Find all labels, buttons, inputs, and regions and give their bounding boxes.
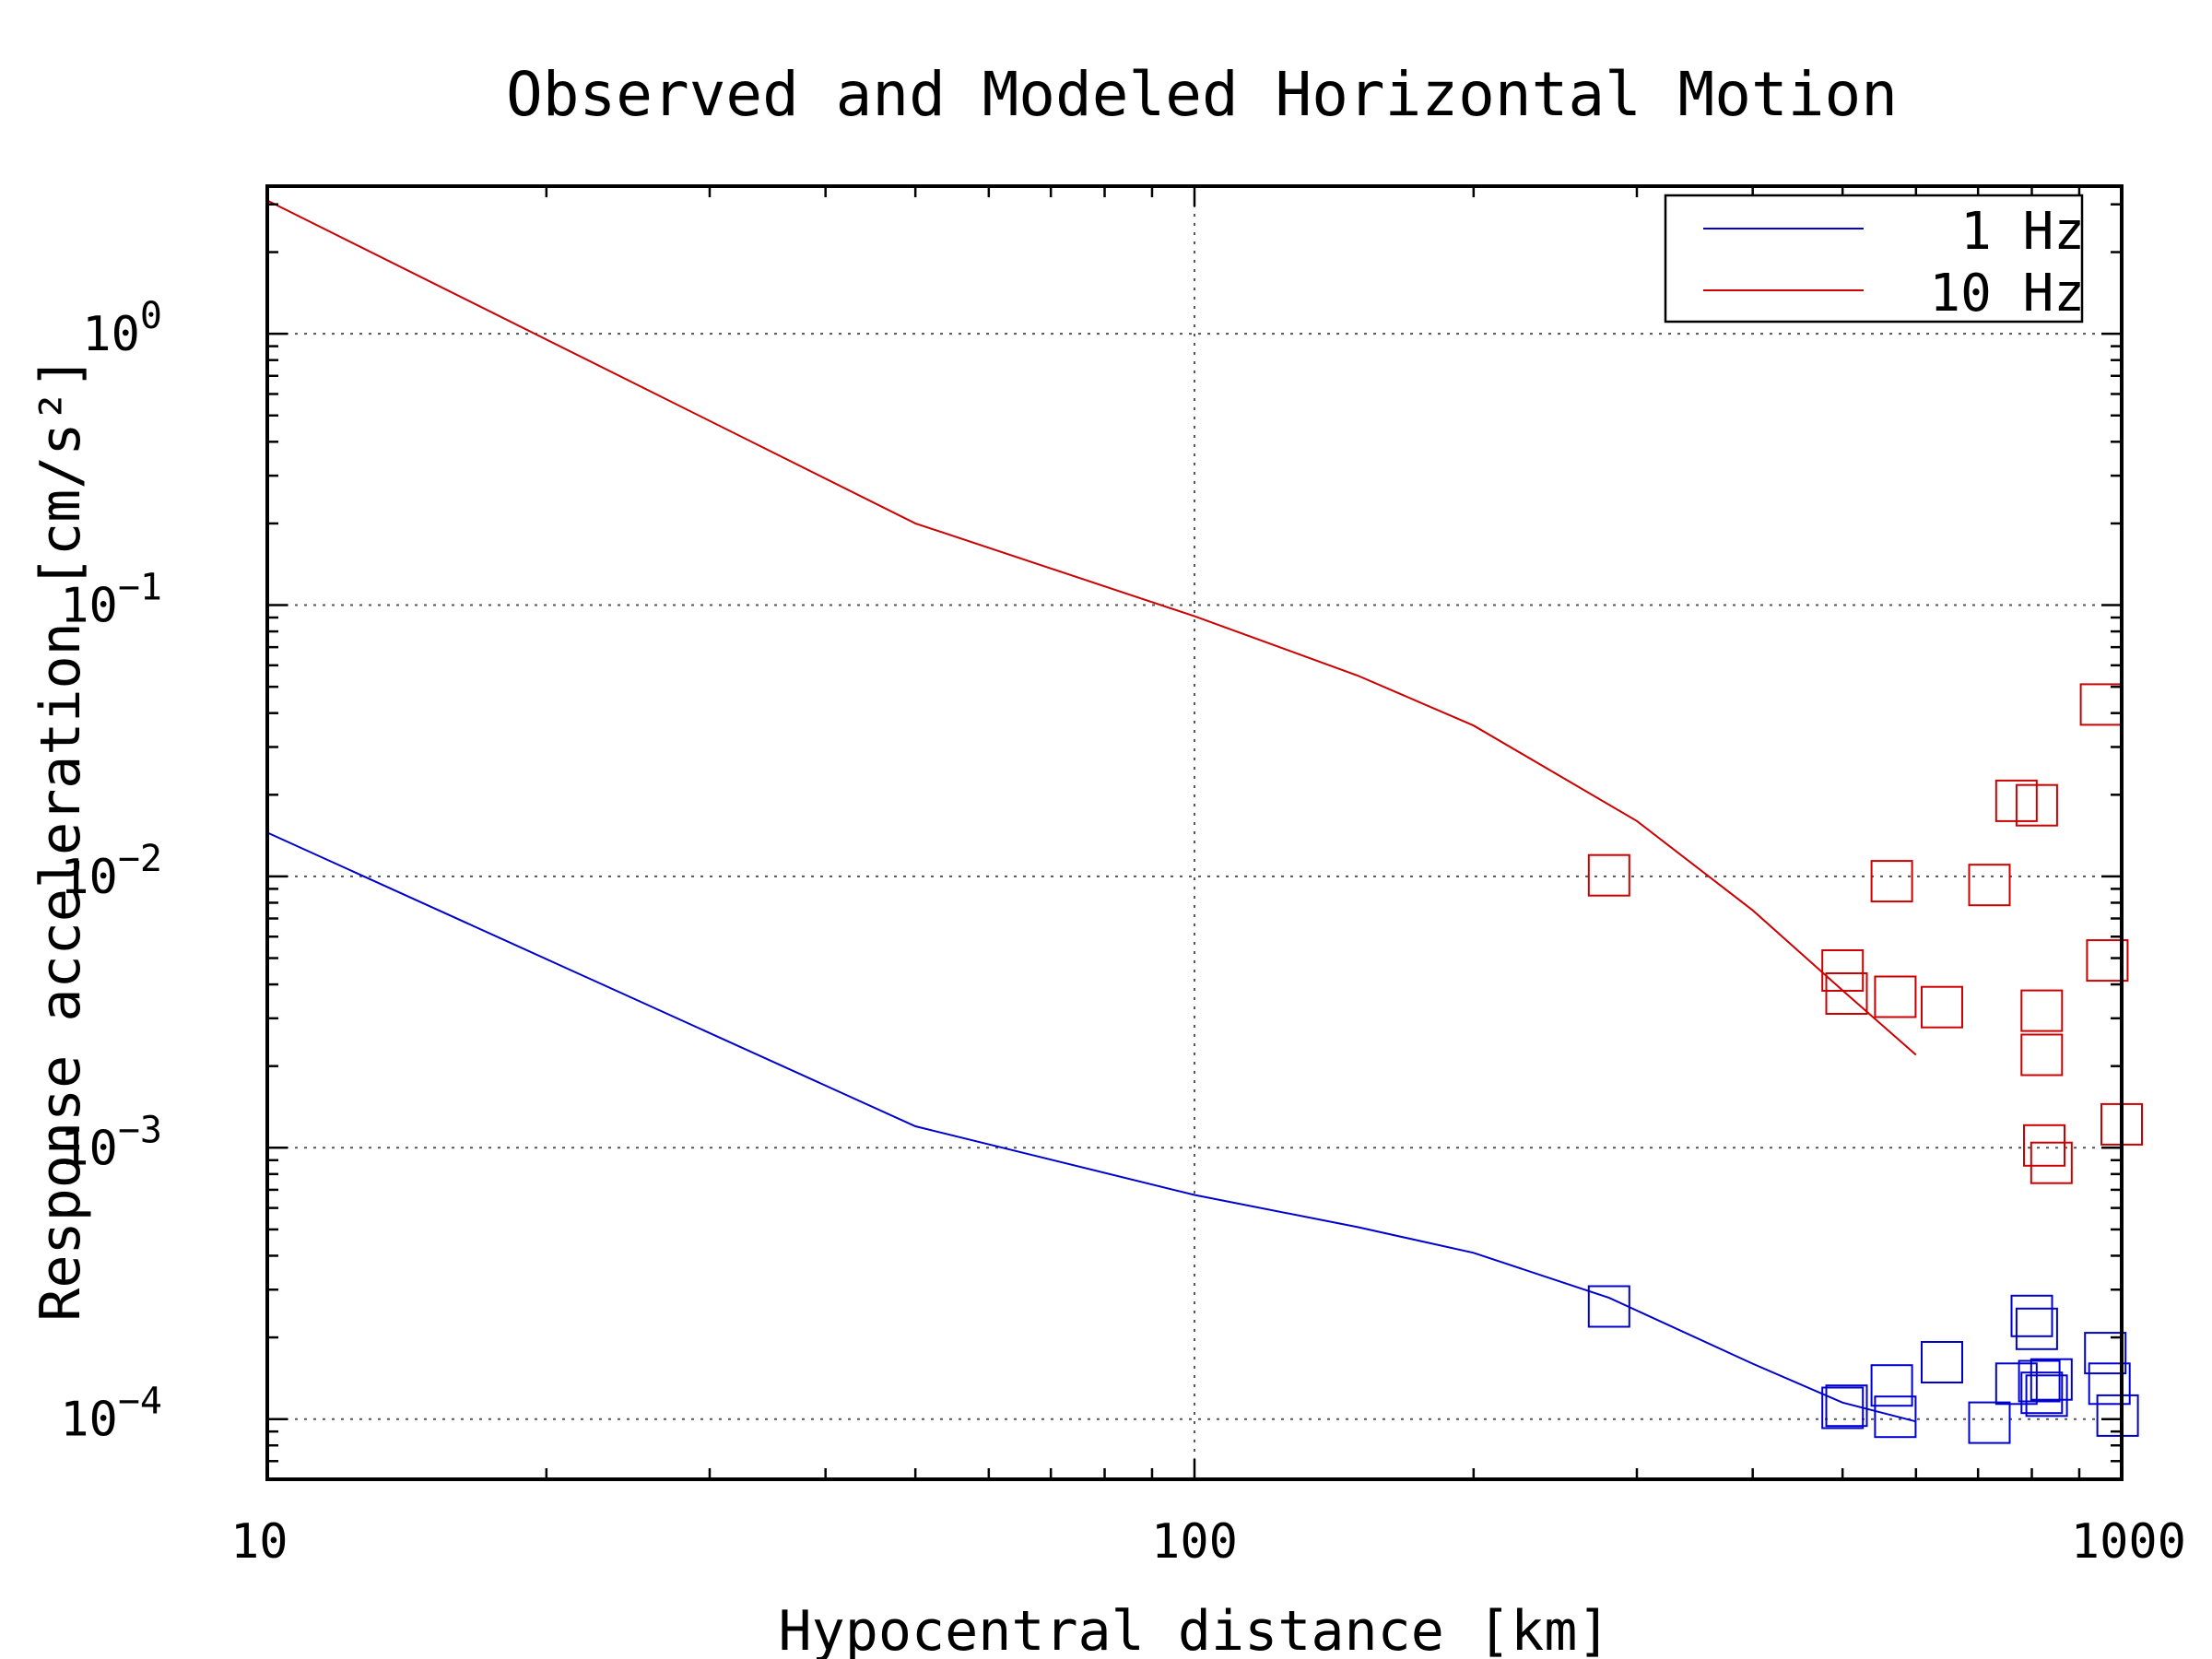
y-tick-label: 10−4	[60, 1381, 162, 1448]
observed-point-10hz	[1870, 860, 1913, 903]
observed-point-10hz	[1825, 972, 1868, 1015]
observed-point-10hz	[2020, 989, 2064, 1032]
observed-point-1hz	[2025, 1374, 2068, 1418]
x-tick-label: 100	[1151, 1514, 1238, 1570]
y-tick-label: 10−1	[60, 567, 162, 634]
observed-point-1hz	[2084, 1332, 2127, 1375]
observed-point-10hz	[2086, 939, 2129, 982]
plot-series	[266, 199, 2143, 1444]
chart-title: Observed and Modeled Horizontal Motion	[506, 59, 1898, 130]
observed-point-10hz	[1968, 864, 2011, 907]
series-10hz	[266, 199, 2143, 1184]
observed-point-1hz	[2088, 1362, 2131, 1406]
observed-point-1hz	[1825, 1384, 1868, 1428]
observed-point-10hz	[1874, 975, 1917, 1018]
legend-label-10hz: 10 Hz	[1929, 264, 2085, 324]
observed-point-1hz	[2020, 1371, 2064, 1415]
observed-point-10hz	[2015, 783, 2058, 827]
observed-point-10hz	[2030, 1141, 2073, 1184]
legend: 1 Hz 10 Hz	[1664, 194, 2085, 324]
legend-label-1hz: 1 Hz	[1960, 202, 2085, 262]
observed-point-1hz	[2010, 1294, 2053, 1337]
observed-point-1hz	[1821, 1386, 1865, 1430]
observed-point-1hz	[1968, 1401, 2011, 1444]
observed-point-1hz	[1921, 1341, 1963, 1383]
observed-point-1hz	[2030, 1358, 2073, 1401]
observed-point-1hz	[2096, 1394, 2139, 1437]
observed-point-10hz	[1921, 985, 1963, 1029]
observed-point-1hz	[1994, 1362, 2038, 1406]
grid-lines	[267, 186, 2122, 1479]
observed-point-1hz	[1587, 1285, 1630, 1328]
series-1hz	[266, 831, 2139, 1444]
model-line-1hz	[266, 831, 1917, 1423]
axis-ticks	[265, 186, 2122, 1481]
observed-point-1hz	[2018, 1359, 2061, 1403]
y-tick-label: 100	[82, 295, 162, 362]
observed-point-1hz	[1870, 1364, 1913, 1407]
observed-point-10hz	[1821, 949, 1865, 992]
observed-point-1hz	[2015, 1307, 2058, 1350]
observed-point-10hz	[2020, 1033, 2064, 1077]
x-tick-label: 10	[230, 1514, 288, 1570]
observed-point-10hz	[1587, 853, 1630, 897]
x-tick-label: 1000	[2071, 1514, 2186, 1570]
x-tick-labels: 10 100 1000	[230, 1514, 2186, 1570]
y-tick-labels: 100 10−1 10−2 10−3 10−4	[60, 295, 162, 1448]
legend-box	[1664, 194, 2084, 324]
observed-point-10hz	[2023, 1124, 2065, 1167]
x-axis-label: Hypocentral distance [km]	[778, 1599, 1610, 1659]
y-axis-label: Response acceleration [cm/s²]	[29, 356, 93, 1322]
y-tick-label: 10−3	[60, 1109, 162, 1176]
observed-point-1hz	[1874, 1395, 1917, 1439]
model-line-10hz	[266, 199, 1917, 1056]
y-tick-label: 10−2	[60, 838, 162, 905]
